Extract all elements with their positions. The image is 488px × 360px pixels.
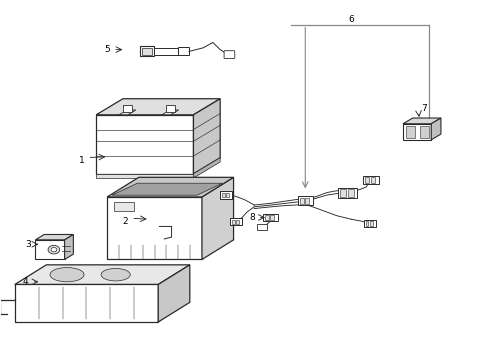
Polygon shape: [402, 118, 440, 124]
Text: 2: 2: [122, 217, 128, 226]
Bar: [222, 193, 224, 197]
Bar: [142, 48, 152, 55]
Bar: [363, 220, 375, 227]
Bar: [299, 198, 303, 204]
Bar: [256, 224, 267, 230]
Circle shape: [51, 248, 57, 252]
Bar: [347, 189, 353, 197]
Circle shape: [48, 246, 60, 254]
Bar: [178, 48, 189, 55]
Bar: [365, 221, 368, 226]
Bar: [297, 196, 312, 205]
Bar: [225, 193, 228, 197]
Polygon shape: [35, 234, 73, 240]
Text: 7: 7: [421, 104, 427, 113]
Bar: [154, 48, 178, 55]
Polygon shape: [119, 110, 136, 115]
Polygon shape: [193, 158, 220, 178]
Bar: [365, 177, 369, 183]
Bar: [405, 126, 414, 138]
Polygon shape: [96, 99, 220, 115]
Bar: [114, 202, 134, 211]
Bar: [35, 240, 64, 260]
Bar: [15, 284, 158, 322]
Polygon shape: [158, 265, 189, 322]
Bar: [232, 220, 234, 224]
Polygon shape: [202, 177, 233, 260]
Bar: [230, 218, 242, 225]
Polygon shape: [430, 118, 440, 140]
Bar: [96, 115, 193, 174]
Text: 1: 1: [79, 156, 84, 165]
Bar: [305, 198, 308, 204]
Bar: [369, 221, 372, 226]
Polygon shape: [64, 234, 73, 260]
Text: 6: 6: [348, 15, 354, 24]
Bar: [107, 197, 202, 260]
Bar: [220, 192, 232, 199]
Bar: [339, 189, 346, 197]
Bar: [264, 215, 268, 220]
Polygon shape: [193, 99, 220, 174]
Bar: [123, 104, 132, 112]
Polygon shape: [107, 177, 233, 197]
Text: 8: 8: [248, 213, 254, 222]
Bar: [140, 46, 154, 57]
FancyBboxPatch shape: [224, 51, 234, 59]
Bar: [363, 176, 378, 184]
Ellipse shape: [101, 269, 130, 281]
Text: 5: 5: [104, 45, 110, 54]
Bar: [402, 124, 430, 140]
Text: 3: 3: [25, 240, 31, 249]
Bar: [263, 213, 277, 221]
Bar: [337, 188, 357, 198]
Ellipse shape: [50, 267, 84, 282]
Bar: [419, 126, 428, 138]
Polygon shape: [162, 110, 178, 115]
Bar: [370, 177, 374, 183]
Text: 4: 4: [23, 277, 28, 286]
Bar: [165, 104, 174, 112]
Polygon shape: [112, 183, 222, 195]
Bar: [96, 174, 193, 178]
Polygon shape: [15, 265, 189, 284]
Bar: [270, 215, 274, 220]
Bar: [236, 220, 239, 224]
